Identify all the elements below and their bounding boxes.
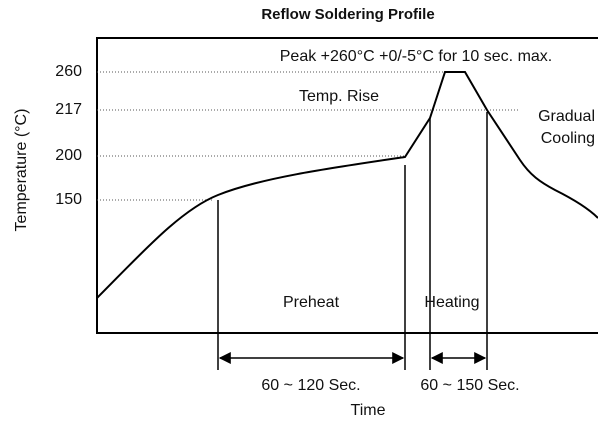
x-axis-label: Time: [351, 402, 386, 419]
y-axis-label: Temperature (°C): [13, 109, 30, 232]
peak-note: Peak +260°C +0/-5°C for 10 sec. max.: [280, 48, 552, 65]
cooling-note: Cooling: [541, 130, 595, 147]
phase-label: Heating: [424, 294, 479, 311]
y-tick-label: 150: [55, 191, 82, 208]
duration-label: 60 ~ 120 Sec.: [261, 377, 360, 394]
cooling-note: Gradual: [538, 108, 595, 125]
y-tick-label: 260: [55, 63, 82, 80]
y-tick-label: 200: [55, 147, 82, 164]
profile-curve: [96, 71, 598, 299]
phase-label: Preheat: [283, 294, 340, 311]
plot-frame: [96, 37, 598, 334]
duration-label: 60 ~ 150 Sec.: [420, 377, 519, 394]
temp-rise-note: Temp. Rise: [299, 88, 379, 105]
title: Reflow Soldering Profile: [261, 6, 434, 23]
y-tick-label: 217: [55, 101, 82, 118]
